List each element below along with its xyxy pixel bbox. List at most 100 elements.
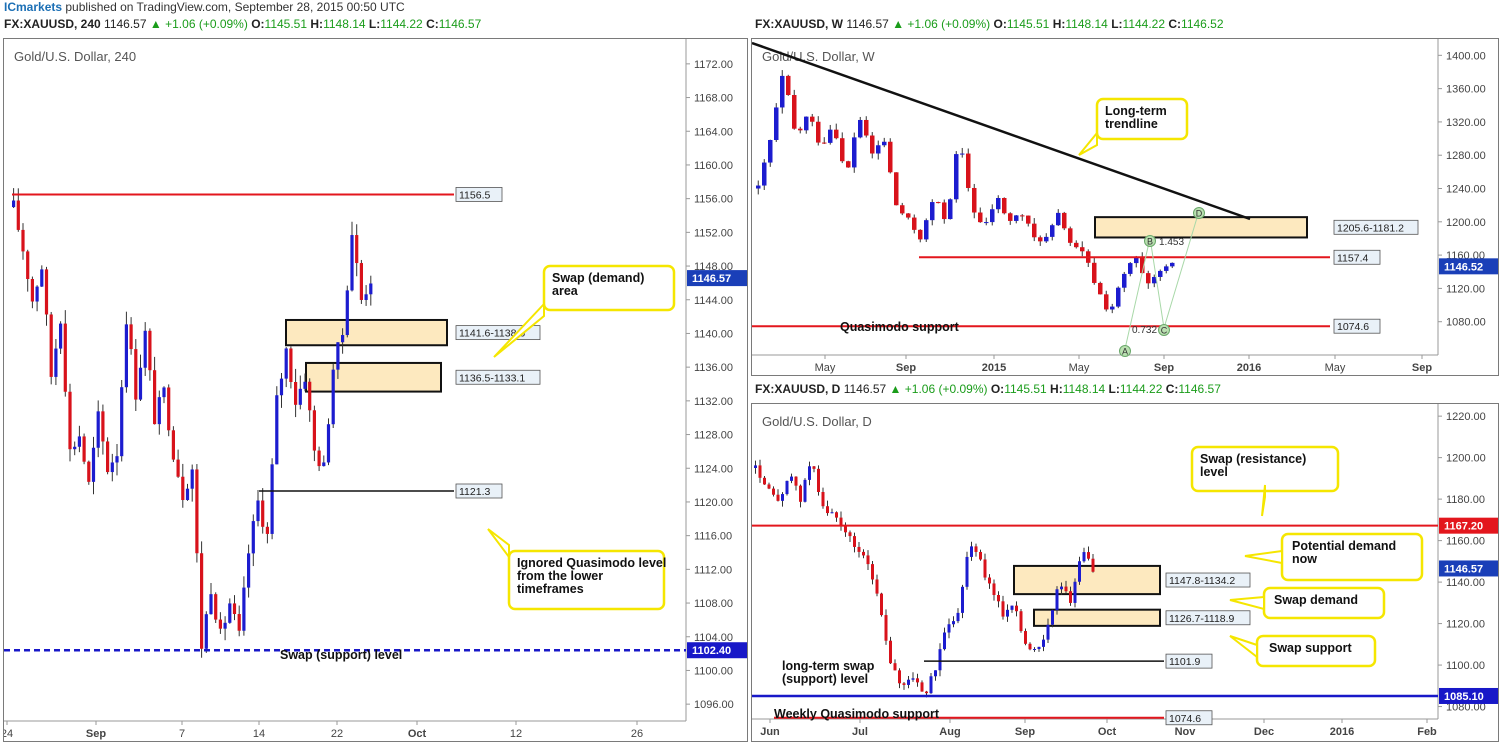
- candle-body: [1064, 586, 1068, 592]
- candle-body: [167, 387, 171, 431]
- candle-body: [894, 172, 899, 206]
- candle-body: [1164, 266, 1169, 271]
- h4-open: 1145.51: [264, 17, 308, 31]
- zone-label-box: [1333, 219, 1419, 235]
- candle-body: [1069, 591, 1072, 603]
- candle-body: [907, 679, 910, 685]
- candle-body: [204, 614, 208, 649]
- candle-body: [1015, 605, 1018, 612]
- candle-body: [1078, 561, 1081, 582]
- level-label-box: [1333, 318, 1381, 334]
- callout-pointer: [487, 528, 510, 560]
- candle-body: [952, 621, 955, 625]
- candle-body: [68, 391, 72, 450]
- candle-body: [990, 209, 995, 223]
- y-tick-label: 1100.00: [694, 665, 733, 677]
- candle-body: [925, 691, 928, 694]
- candle-body: [200, 553, 204, 649]
- candle-body: [322, 462, 326, 467]
- candle-body: [772, 488, 775, 495]
- current-price-tag: [1439, 258, 1498, 275]
- y-tick-label: 1116.00: [694, 531, 732, 543]
- x-tick-label: Sep: [896, 362, 916, 374]
- y-tick-label: 1148.00: [694, 261, 733, 273]
- publisher-text: published on TradingView.com, September …: [65, 0, 405, 14]
- candle-body: [336, 342, 340, 370]
- candle-body: [828, 129, 833, 143]
- candle-body: [902, 683, 906, 685]
- axis-price-tag-label: 1167.20: [1444, 521, 1483, 533]
- publisher-brand[interactable]: ICmarkets: [4, 0, 63, 14]
- candle-body: [1146, 273, 1151, 284]
- candle-body: [1134, 257, 1139, 264]
- candle-body: [880, 593, 883, 616]
- x-tick-label: Sep: [1015, 726, 1035, 738]
- harmonic-pattern: [1124, 210, 1200, 350]
- zone-label: 1147.8-1134.2: [1169, 575, 1235, 587]
- candle-body: [171, 430, 175, 460]
- h4-price: 1146.57: [104, 17, 147, 31]
- annotation-text: trendline: [1105, 117, 1158, 131]
- y-tick-label: 1220.00: [1446, 411, 1486, 423]
- candle-body: [822, 142, 827, 144]
- weekly-chart-panel[interactable]: 1400.00 1360.00 1320.00 1280.00 1240.00 1200.…: [751, 38, 1499, 376]
- chart-title: Gold/U.S. Dollar, D: [762, 414, 872, 429]
- candle-body: [16, 200, 20, 230]
- zone-label: 1141.6-1138.6: [459, 328, 525, 340]
- candle-body: [101, 411, 105, 442]
- candle-body: [44, 269, 49, 315]
- candle-body: [1092, 262, 1097, 283]
- x-tick-label: Oct: [1098, 726, 1117, 738]
- x-tick-label: May: [1069, 362, 1090, 374]
- annotation-text: Swap (support) level: [280, 648, 402, 662]
- weekly-chart[interactable]: 1400.00 1360.00 1320.00 1280.00 1240.00 1200.…: [752, 39, 1498, 375]
- candle-body: [289, 348, 293, 383]
- daily-chart-panel[interactable]: 1220.00 1200.00 1180.00 1160.00 1140.00 1120.…: [751, 403, 1499, 742]
- candle-body: [369, 283, 373, 295]
- candle-body: [40, 269, 44, 287]
- h4-chart-panel[interactable]: 1172.00 1168.00 1164.00 1160.00 1156.00 1152.…: [3, 38, 748, 742]
- current-price-tag: [1439, 560, 1498, 577]
- candle-body: [223, 622, 227, 629]
- h4-symbol[interactable]: FX:XAUUSD, 240: [4, 17, 101, 31]
- candle-body: [798, 128, 803, 131]
- current-price-label: 1146.52: [1444, 261, 1483, 273]
- candle-body: [876, 145, 881, 154]
- supply-demand-zone: [285, 318, 448, 347]
- level-label: 1157.4: [1337, 252, 1368, 264]
- candle-body: [966, 153, 971, 188]
- callout-pointer: [1229, 595, 1265, 611]
- candle-body: [1026, 215, 1031, 224]
- y-tick-label: 1172.00: [694, 59, 733, 71]
- weekly-symbol[interactable]: FX:XAUUSD, W: [755, 17, 843, 31]
- x-tick-label: 2015: [982, 362, 1006, 374]
- candle-body: [134, 349, 138, 400]
- h4-chart[interactable]: 1172.00 1168.00 1164.00 1160.00 1156.00 1152.…: [4, 39, 747, 741]
- chart-title: Gold/U.S. Dollar, W: [762, 49, 875, 64]
- candle-body: [911, 678, 915, 680]
- axis-price-tag-label: 1102.40: [692, 645, 731, 657]
- x-tick-label: 7: [179, 728, 185, 740]
- daily-chart[interactable]: 1220.00 1200.00 1180.00 1160.00 1140.00 1120.…: [752, 404, 1498, 741]
- candle-body: [242, 587, 246, 631]
- candle-body: [1074, 242, 1079, 248]
- candle-body: [1110, 306, 1115, 310]
- annotation-callout: [507, 549, 666, 611]
- x-tick-label: 12: [510, 728, 522, 740]
- candle-body: [1010, 605, 1014, 610]
- zone-label: 1126.7-1118.9: [1169, 613, 1235, 625]
- y-tick-label: 1112.00: [694, 564, 732, 576]
- daily-symbol[interactable]: FX:XAUUSD, D: [755, 382, 841, 396]
- level-label: 1156.5: [459, 189, 490, 201]
- daily-change: +1.06 (+0.09%): [904, 382, 988, 396]
- candle-body: [1033, 649, 1036, 651]
- candle-body: [816, 121, 821, 143]
- candle-body: [1046, 624, 1050, 640]
- annotation-text: timeframes: [517, 582, 584, 596]
- candle-body: [59, 323, 63, 349]
- y-tick-label: 1160.00: [694, 160, 733, 172]
- weekly-low: 1144.22: [1122, 17, 1166, 31]
- daily-close: 1146.57: [1178, 382, 1221, 396]
- candle-body: [218, 619, 222, 629]
- candle-body: [776, 494, 780, 501]
